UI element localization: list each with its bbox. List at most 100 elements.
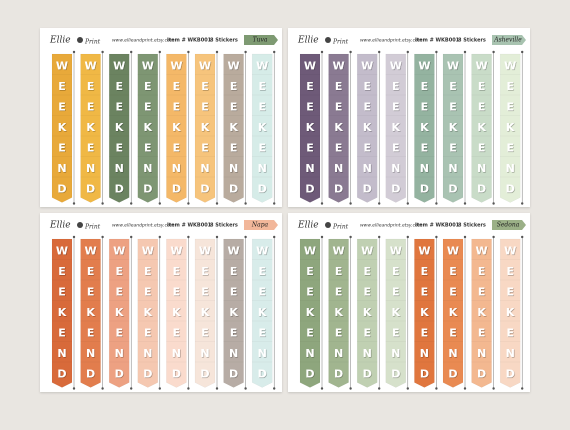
flag-letter: E (201, 141, 209, 154)
cut-dot (187, 202, 190, 205)
flag (500, 361, 521, 388)
flag-letter: W (85, 244, 97, 257)
cut-dot (158, 202, 161, 205)
flag-letter: K (392, 306, 401, 319)
flag-letter: E (173, 265, 181, 278)
flag-letter: N (305, 162, 314, 175)
cut-dot (72, 235, 76, 239)
flag-letter: D (200, 367, 209, 380)
flag-letter: E (392, 141, 400, 154)
cut-dot (130, 202, 133, 205)
flag-letter: E (506, 141, 514, 154)
shop-url: www.ellieandprint.etsy.com (360, 223, 423, 229)
flag-letter: E (230, 80, 238, 93)
flag-letter: N (334, 347, 343, 360)
flag-letter: E (230, 100, 238, 113)
flag-letter: D (506, 182, 515, 195)
flag-letter: D (334, 367, 343, 380)
cut-dot (492, 235, 495, 239)
flag-letter: K (172, 121, 181, 134)
cut-dot (130, 50, 133, 54)
logo: Ellie (297, 221, 319, 231)
flag-letter: D (448, 367, 457, 380)
flag-letter: K (229, 121, 238, 134)
flag-letter: E (392, 80, 400, 93)
flag-letter: E (306, 285, 314, 298)
logo-flower (77, 37, 83, 43)
flag-letter: W (418, 59, 430, 72)
flag (442, 361, 464, 388)
flag-letter: W (361, 244, 373, 257)
flag-letter: E (87, 326, 95, 339)
flag-letter: E (306, 80, 314, 93)
flag-letter: E (449, 80, 457, 93)
flag-letter: E (230, 326, 238, 339)
cut-dot (187, 50, 190, 54)
flag-letter: N (86, 347, 95, 360)
name-tag (244, 220, 278, 230)
logo: Print (84, 39, 101, 46)
cut-dot (463, 50, 467, 54)
flag-letter: W (504, 59, 516, 72)
flag-letter: W (142, 244, 154, 257)
flag-letter: E (87, 80, 95, 93)
flag-letter: K (363, 306, 372, 319)
flag-letter: K (306, 121, 315, 134)
flag-letter: E (230, 265, 238, 278)
flag (385, 176, 406, 203)
flag-letter: E (144, 141, 152, 154)
logo: Ellie (49, 36, 71, 46)
cut-dot (435, 202, 438, 205)
flag-letter: E (478, 141, 486, 154)
cut-dot (320, 50, 324, 54)
flag-letter: W (333, 59, 345, 72)
cut-dot (215, 50, 219, 54)
flag-letter: D (305, 182, 314, 195)
flag-letter: E (58, 141, 66, 154)
flag (80, 176, 101, 203)
flag-letter: E (258, 141, 266, 154)
flag-letter: E (335, 80, 343, 93)
flag-letter: E (449, 141, 457, 154)
cut-dot (406, 235, 409, 239)
flag-letter: K (334, 306, 343, 319)
flag-letter: E (392, 265, 400, 278)
flag-letter: W (56, 244, 68, 257)
flag-letter: E (87, 141, 95, 154)
flag-letter: E (173, 100, 181, 113)
flag-letter: K (86, 121, 95, 134)
collection-name: Napa (251, 222, 269, 229)
flag-letter: N (391, 162, 400, 175)
cut-dot (406, 202, 409, 205)
flag-letter: N (448, 162, 457, 175)
flag-letter: E (506, 80, 514, 93)
cut-dot (72, 50, 76, 54)
flag-letter: K (506, 306, 515, 319)
cut-dot (320, 387, 324, 390)
cut-dot (521, 235, 524, 239)
flag (471, 361, 492, 388)
flag-letter: N (86, 162, 95, 175)
flag (137, 361, 158, 388)
flag-letter: N (506, 347, 515, 360)
flag-letter: E (478, 80, 486, 93)
flag-letter: D (506, 367, 515, 380)
flag-letter: E (506, 100, 514, 113)
flag-letter: E (306, 326, 314, 339)
flag-letter: N (258, 162, 267, 175)
flag-letter: K (420, 306, 429, 319)
flag-letter: N (200, 347, 209, 360)
flag-letter: K (477, 121, 486, 134)
item-number: Item # WKB001 (167, 223, 212, 229)
flag-letter: E (335, 285, 343, 298)
flag (414, 176, 435, 203)
cut-dot (101, 387, 104, 390)
